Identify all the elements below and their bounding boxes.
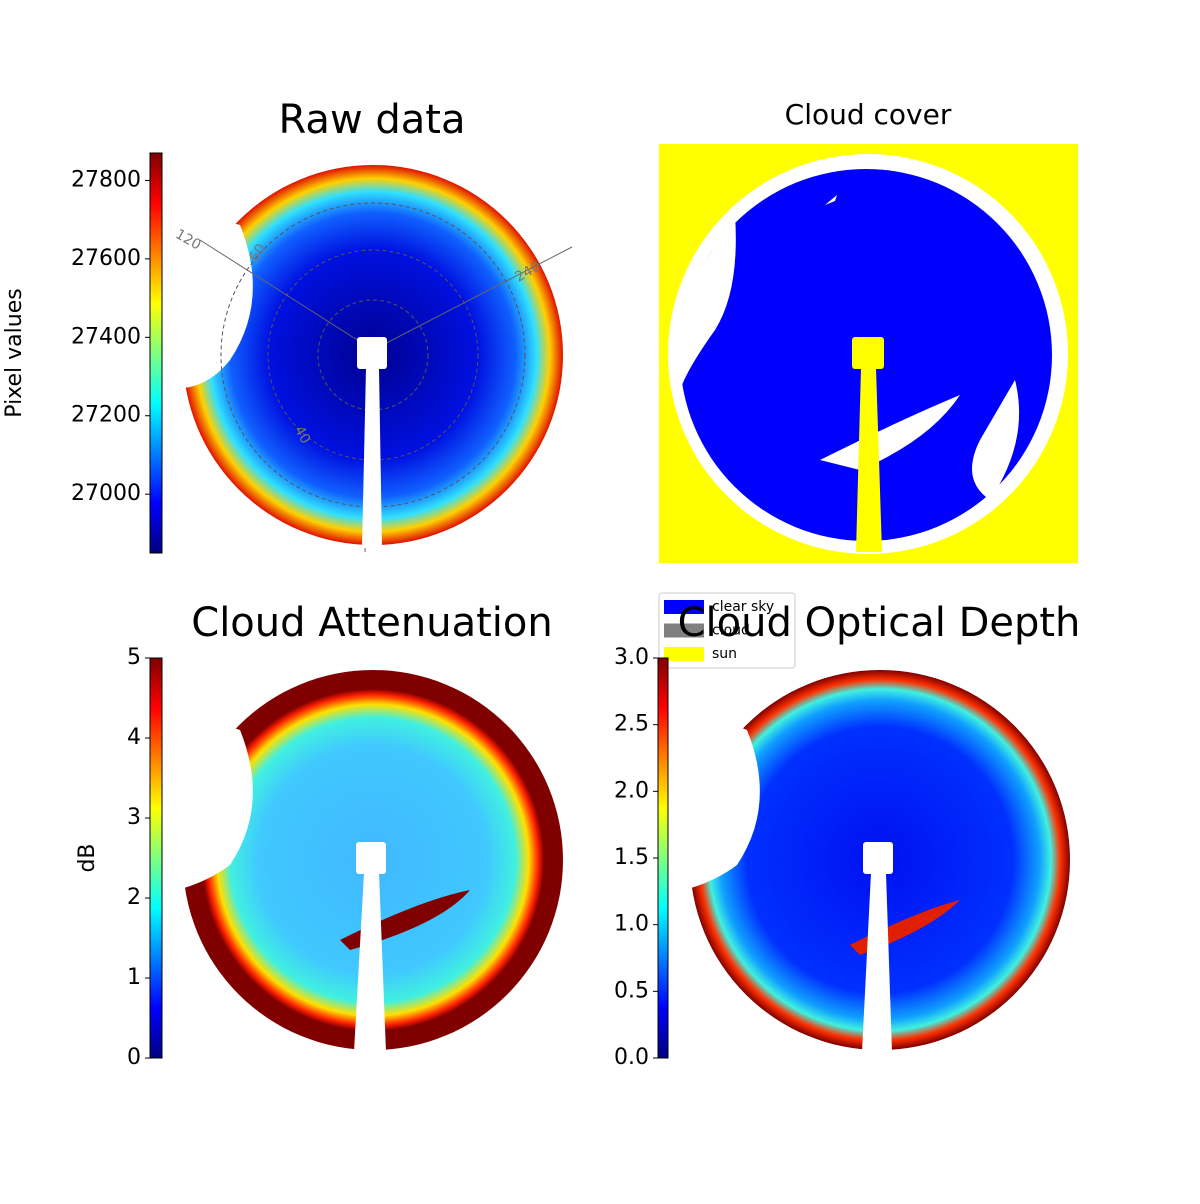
panel-title: Cloud Attenuation [191, 600, 552, 646]
colorbar [149, 657, 163, 1059]
colorbar-tick-label: 27600 [71, 246, 141, 271]
colorbar-tick-label: 4 [127, 725, 141, 750]
colorbar-tick-label: 1 [127, 965, 141, 990]
colorbar-label: Pixel values [2, 288, 27, 417]
colorbar-tick-label: 5 [127, 645, 141, 670]
colorbar-tick-label: 0.5 [614, 978, 649, 1003]
panel-title: Cloud cover [785, 98, 952, 131]
colorbar-tick-label: 27000 [71, 481, 141, 506]
polar-grid-label: 40 [291, 423, 314, 446]
polar-grid-label: 60 [247, 241, 270, 264]
colorbar-tick-label: 0 [127, 1045, 141, 1070]
cloud-cover-image [659, 144, 1078, 563]
colorbar-tick-label: 1.0 [614, 912, 649, 937]
colorbar-tick-label: 27400 [71, 324, 141, 349]
colorbar [149, 152, 163, 554]
raw-image [150, 165, 573, 553]
legend-swatch [664, 600, 704, 614]
colorbar-tick-label: 0.0 [614, 1045, 649, 1070]
panel-title: Cloud Optical Depth [678, 600, 1081, 646]
legend-label: sun [712, 646, 737, 662]
colorbar-tick-label: 2.0 [614, 778, 649, 803]
colorbar-tick-label: 2 [127, 885, 141, 910]
panel-title: Raw data [279, 97, 466, 143]
colorbar-label: dB [75, 843, 100, 872]
legend-label: clear sky [712, 599, 774, 615]
colorbar-tick-label: 3.0 [614, 645, 649, 670]
colorbar-tick-label: 2.5 [614, 712, 649, 737]
colorbar-tick-label: 3 [127, 805, 141, 830]
cod-image [670, 670, 1070, 1052]
colorbar [657, 657, 669, 1059]
legend-label: cloud [712, 623, 750, 639]
colorbar-tick-label: 27200 [71, 403, 141, 428]
legend-swatch [664, 647, 704, 661]
attenuation-image [150, 670, 563, 1052]
legend-swatch [664, 623, 704, 638]
colorbar-tick-label: 1.5 [614, 845, 649, 870]
colorbar-tick-label: 27800 [71, 167, 141, 192]
